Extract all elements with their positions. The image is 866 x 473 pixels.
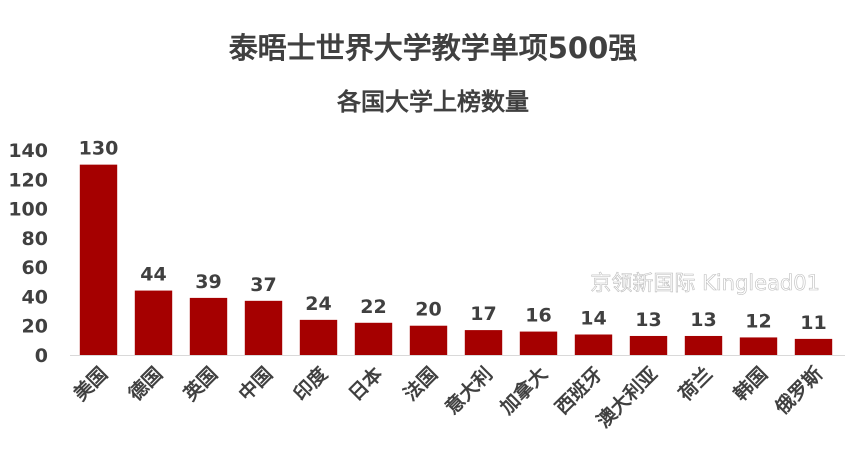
data-label: 17 <box>470 303 496 325</box>
data-label: 13 <box>690 309 716 331</box>
y-tick-label: 140 <box>8 140 48 162</box>
bar <box>739 337 778 355</box>
bar <box>189 297 228 355</box>
data-label: 44 <box>140 264 166 286</box>
data-label: 16 <box>525 305 551 327</box>
bar <box>684 335 723 355</box>
bar <box>629 335 668 355</box>
bar <box>409 325 448 355</box>
data-labels-group: 130 44 39 37 24 22 20 17 16 14 13 13 12 11 <box>79 138 827 334</box>
y-tick-label: 20 <box>22 316 48 338</box>
x-tick-label: 法国 <box>399 362 442 405</box>
bar <box>519 331 558 355</box>
x-tick-label: 加拿大 <box>495 362 552 419</box>
y-tick-label: 120 <box>8 169 48 191</box>
data-label: 13 <box>635 309 661 331</box>
bar <box>299 319 338 355</box>
y-tick-label: 0 <box>35 345 48 367</box>
data-label: 12 <box>745 310 771 332</box>
x-tick-label: 英国 <box>179 362 222 405</box>
x-tick-label: 荷兰 <box>674 362 717 405</box>
data-label: 14 <box>580 308 606 330</box>
chart-subtitle: 各国大学上榜数量 <box>336 88 529 116</box>
y-tick-label: 40 <box>22 286 48 308</box>
y-tick-label: 100 <box>8 199 48 221</box>
y-tick-label: 80 <box>22 228 48 250</box>
x-tick-label: 中国 <box>234 362 277 405</box>
x-tick-label: 德国 <box>124 362 167 405</box>
bar <box>794 338 833 355</box>
x-tick-label: 意大利 <box>440 362 497 419</box>
y-tick-label: 60 <box>22 257 48 279</box>
bar <box>464 330 503 355</box>
x-tick-label: 日本 <box>344 362 387 405</box>
data-label: 22 <box>360 296 386 318</box>
bar <box>134 290 173 355</box>
x-tick-label: 俄罗斯 <box>770 362 827 419</box>
bar <box>354 322 393 355</box>
data-label: 37 <box>250 274 276 296</box>
y-axis: 0 20 40 60 80 100 120 140 <box>8 140 48 367</box>
bar <box>574 334 613 355</box>
bar <box>244 300 283 355</box>
data-label: 130 <box>79 138 119 160</box>
x-tick-label: 美国 <box>69 362 112 405</box>
data-label: 24 <box>305 293 331 315</box>
data-label: 20 <box>415 299 441 321</box>
x-tick-label: 澳大利亚 <box>592 362 662 432</box>
data-label: 39 <box>195 271 221 293</box>
bar <box>79 164 118 355</box>
x-tick-label: 印度 <box>289 362 333 406</box>
chart-title: 泰晤士世界大学教学单项500强 <box>229 31 638 65</box>
watermark: 京领新国际 Kinglead01 <box>590 271 820 295</box>
data-label: 11 <box>800 312 826 334</box>
x-tick-label: 韩国 <box>729 362 772 405</box>
bars-group <box>79 164 833 355</box>
